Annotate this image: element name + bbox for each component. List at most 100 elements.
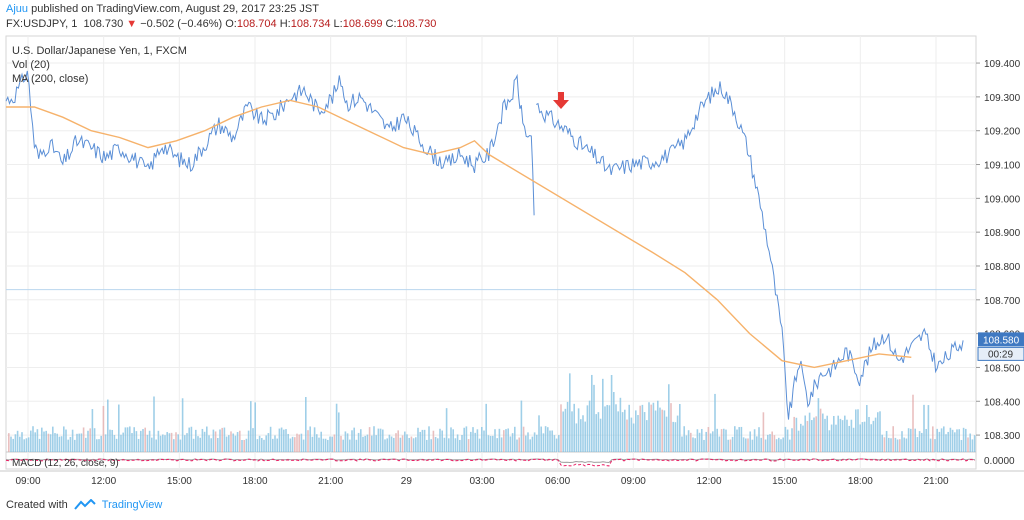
volume-bar (659, 407, 661, 452)
volume-bar (962, 427, 965, 452)
volume-bar (269, 426, 272, 452)
volume-bar (890, 438, 892, 452)
volume-bar (795, 417, 798, 452)
volume-bar (296, 433, 298, 452)
volume-bar (368, 427, 371, 452)
volume-bar (120, 434, 122, 452)
volume-bar (327, 439, 329, 452)
volume-bar (872, 420, 875, 452)
volume-bar (674, 422, 677, 452)
volume-bar (575, 423, 578, 452)
volume-bar (619, 397, 622, 452)
volume-bar (859, 424, 861, 452)
countdown-label: 00:29 (988, 349, 1013, 360)
volume-bar (472, 427, 474, 452)
volume-bar (494, 429, 496, 452)
volume-bar (811, 420, 813, 452)
volume-bar (929, 438, 932, 452)
x-tick-label: 09:00 (621, 476, 646, 486)
volume-bar (808, 412, 811, 452)
volume-bar (584, 421, 586, 452)
chart-area[interactable]: 108.300108.400108.500108.600108.700108.8… (0, 34, 1024, 487)
volume-bar (850, 419, 853, 452)
countdown-badge (977, 346, 1024, 361)
volume-bar (456, 434, 459, 452)
volume-bar (362, 436, 364, 452)
volume-bar (263, 439, 265, 452)
volume-bar (318, 437, 320, 452)
volume-bar (210, 438, 212, 452)
volume-bar (261, 437, 263, 452)
volume-bar (107, 399, 109, 452)
volume-bar (21, 432, 23, 452)
price-chart[interactable]: 108.300108.400108.500108.600108.700108.8… (0, 34, 1024, 487)
volume-bar (782, 437, 784, 452)
volume-bar (749, 431, 751, 452)
legend-vol: Vol (20) (12, 59, 50, 71)
volume-bar (564, 408, 567, 452)
volume-bar (23, 439, 25, 452)
volume-bar (527, 432, 529, 452)
volume-bar (302, 439, 305, 452)
volume-bar (813, 417, 815, 452)
tradingview-brand[interactable]: TradingView (101, 499, 163, 511)
volume-bar (714, 393, 716, 452)
volume-bar (467, 439, 470, 452)
volume-bar (184, 435, 186, 452)
volume-bar (767, 434, 769, 452)
volume-bar (544, 426, 547, 452)
volume-bar (912, 394, 914, 452)
published-text: published on TradingView.com, August 29,… (31, 3, 319, 15)
volume-bar (489, 435, 492, 452)
volume-bar (833, 415, 835, 452)
volume-bar (417, 427, 419, 452)
volume-bar (43, 431, 45, 452)
volume-bar (503, 430, 505, 452)
volume-bar (555, 438, 558, 452)
volume-bar (428, 426, 430, 452)
volume-bar (126, 427, 129, 452)
x-tick-label: 09:00 (15, 476, 40, 486)
open-value: 108.704 (236, 18, 277, 30)
volume-bar (916, 437, 919, 452)
volume-bar (896, 439, 899, 452)
volume-bar (54, 433, 56, 452)
volume-bar (536, 434, 538, 452)
volume-bar (956, 429, 958, 452)
volume-bar (727, 439, 729, 452)
volume-bar (839, 418, 842, 452)
volume-bar (709, 433, 712, 452)
volume-bar (921, 432, 923, 452)
volume-bar (285, 429, 287, 452)
volume-bar (637, 415, 639, 452)
volume-bar (415, 437, 417, 452)
volume-bar (133, 427, 135, 452)
volume-bar (899, 439, 901, 452)
volume-bar (173, 439, 175, 452)
y-tick-label: 109.400 (984, 59, 1021, 70)
author-name[interactable]: Ajuu (6, 3, 29, 15)
volume-bar (170, 432, 173, 452)
volume-bar (507, 428, 509, 452)
volume-bar (516, 439, 518, 452)
volume-bar (342, 439, 344, 452)
volume-bar (305, 397, 307, 452)
volume-bar (377, 428, 380, 452)
volume-bar (762, 412, 765, 452)
volume-bar (817, 398, 820, 452)
volume-bar (309, 426, 311, 452)
volume-bar (520, 400, 523, 452)
volume-bar (571, 411, 573, 452)
volume-bar (186, 433, 188, 452)
volume-bar (621, 412, 624, 452)
volume-bar (485, 403, 487, 452)
volume-bar (778, 437, 780, 452)
volume-bar (874, 417, 877, 452)
volume-bar (679, 403, 681, 452)
volume-bar (745, 438, 747, 452)
volume-bar (60, 436, 63, 452)
volume-bar (857, 409, 859, 452)
volume-bar (461, 435, 463, 452)
volume-bar (826, 415, 828, 452)
volume-bar (353, 427, 355, 452)
